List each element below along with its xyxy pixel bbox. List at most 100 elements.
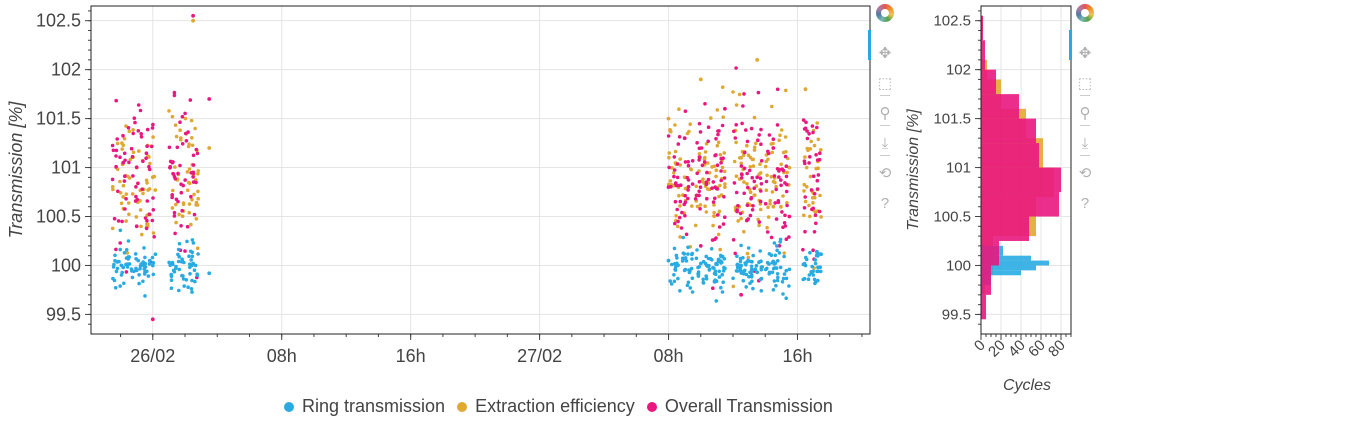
data-point-ring <box>815 251 820 256</box>
data-point-extraction <box>118 191 123 195</box>
data-point-extraction <box>704 210 709 214</box>
data-point-overall <box>695 171 699 176</box>
data-point-overall <box>683 109 688 113</box>
data-point-overall <box>803 161 807 166</box>
data-point-extraction <box>778 133 782 138</box>
data-point-overall <box>772 174 777 178</box>
data-point-overall <box>122 151 127 156</box>
hist-x-axis-label: Cycles <box>1003 377 1051 394</box>
main-pan-icon[interactable]: ✥ <box>874 42 896 64</box>
hist-pan-icon[interactable]: ✥ <box>1074 42 1096 64</box>
hist-reset-icon[interactable]: ⟲ <box>1074 162 1096 184</box>
data-point-overall <box>746 185 750 190</box>
hist-bokeh-logo-icon[interactable] <box>1076 4 1094 22</box>
data-point-overall <box>675 175 680 180</box>
data-point-overall <box>759 159 764 163</box>
data-point-extraction <box>130 192 135 196</box>
data-point-extraction <box>741 153 746 158</box>
data-point-extraction <box>701 177 705 181</box>
data-point-overall <box>676 142 681 146</box>
data-point-extraction <box>757 172 761 177</box>
main-bokeh-logo-icon[interactable] <box>876 4 894 22</box>
data-point-overall <box>686 188 690 192</box>
data-point-extraction <box>180 214 185 218</box>
data-point-extraction <box>745 143 749 148</box>
data-point-overall <box>811 174 816 178</box>
main-save-icon[interactable]: ⤓ <box>874 132 896 156</box>
data-point-overall <box>136 103 141 107</box>
hist-wheel-zoom-icon[interactable]: ⚲ <box>1074 102 1096 126</box>
data-point-extraction <box>718 247 722 252</box>
data-point-overall <box>672 155 677 159</box>
data-point-ring <box>126 262 130 266</box>
data-point-extraction <box>802 182 807 187</box>
data-point-ring <box>122 251 127 255</box>
histogram-chart[interactable]: Transmission [%] Cycles 99.5 100 100.5 101 1… <box>900 0 1100 400</box>
data-point-extraction <box>734 174 739 178</box>
data-point-extraction <box>745 182 749 186</box>
data-point-overall <box>147 212 152 216</box>
main-x-tick-label: 08h <box>654 346 684 366</box>
data-point-extraction <box>715 143 720 148</box>
data-point-overall <box>179 190 184 195</box>
data-point-overall <box>150 144 154 149</box>
data-point-ring <box>755 270 760 275</box>
data-point-extraction <box>153 188 158 192</box>
legend-marker-ring <box>284 401 294 412</box>
main-wheel-zoom-icon[interactable]: ⚲ <box>874 102 896 126</box>
main-plot-background <box>91 6 870 334</box>
main-reset-icon[interactable]: ⟲ <box>874 162 896 184</box>
data-point-overall <box>813 213 818 217</box>
hist-box-zoom-icon[interactable]: ⬚ <box>1074 72 1096 96</box>
legend-marker-overall <box>646 401 657 412</box>
legend-label-overall: Overall Transmission <box>664 396 833 416</box>
data-point-overall <box>179 224 183 228</box>
data-point-overall <box>812 230 817 234</box>
data-point-ring <box>784 268 788 273</box>
data-point-overall <box>207 97 212 101</box>
main-scatter-chart[interactable]: Transmission [%] 99.5 100 100.5 101 101.5 102… <box>0 0 880 370</box>
main-box-zoom-icon[interactable]: ⬚ <box>874 72 896 96</box>
main-help-icon[interactable]: ? <box>874 192 896 214</box>
legend-item-extraction[interactable]: Extraction efficiency <box>455 396 635 417</box>
hist-bar-overall <box>981 240 999 266</box>
data-point-ring <box>138 266 142 271</box>
data-point-extraction <box>712 164 716 169</box>
data-point-overall <box>783 154 788 159</box>
data-point-ring <box>690 276 695 281</box>
data-point-overall <box>141 159 145 163</box>
data-point-overall <box>135 197 140 202</box>
data-point-ring <box>686 245 690 250</box>
data-point-overall <box>717 225 722 229</box>
data-point-extraction <box>805 185 809 189</box>
data-point-overall <box>183 111 187 116</box>
data-point-overall <box>779 178 783 182</box>
data-point-ring <box>115 266 120 271</box>
data-point-overall <box>690 159 695 163</box>
data-point-overall <box>815 187 820 191</box>
hist-save-icon[interactable]: ⤓ <box>1074 132 1096 156</box>
data-point-extraction <box>731 90 735 94</box>
data-point-ring <box>713 269 718 274</box>
data-point-overall <box>172 214 177 218</box>
data-point-ring <box>134 268 139 273</box>
hist-help-icon[interactable]: ? <box>1074 192 1096 214</box>
data-point-overall <box>742 92 746 96</box>
data-point-extraction <box>755 58 760 62</box>
data-point-ring <box>113 286 118 290</box>
data-point-ring <box>780 280 785 284</box>
data-point-ring <box>191 261 196 266</box>
data-point-overall <box>721 156 725 160</box>
data-point-ring <box>731 276 735 281</box>
data-point-extraction <box>712 210 716 215</box>
data-point-overall <box>124 197 128 201</box>
data-point-extraction <box>126 174 130 179</box>
data-point-overall <box>759 182 764 186</box>
data-point-overall <box>740 121 744 126</box>
legend-item-ring[interactable]: Ring transmission <box>282 396 445 417</box>
data-point-overall <box>134 224 139 229</box>
data-point-overall <box>144 156 148 160</box>
legend-item-overall[interactable]: Overall Transmission <box>645 396 833 417</box>
data-point-extraction <box>151 135 155 139</box>
data-point-extraction <box>115 141 120 146</box>
